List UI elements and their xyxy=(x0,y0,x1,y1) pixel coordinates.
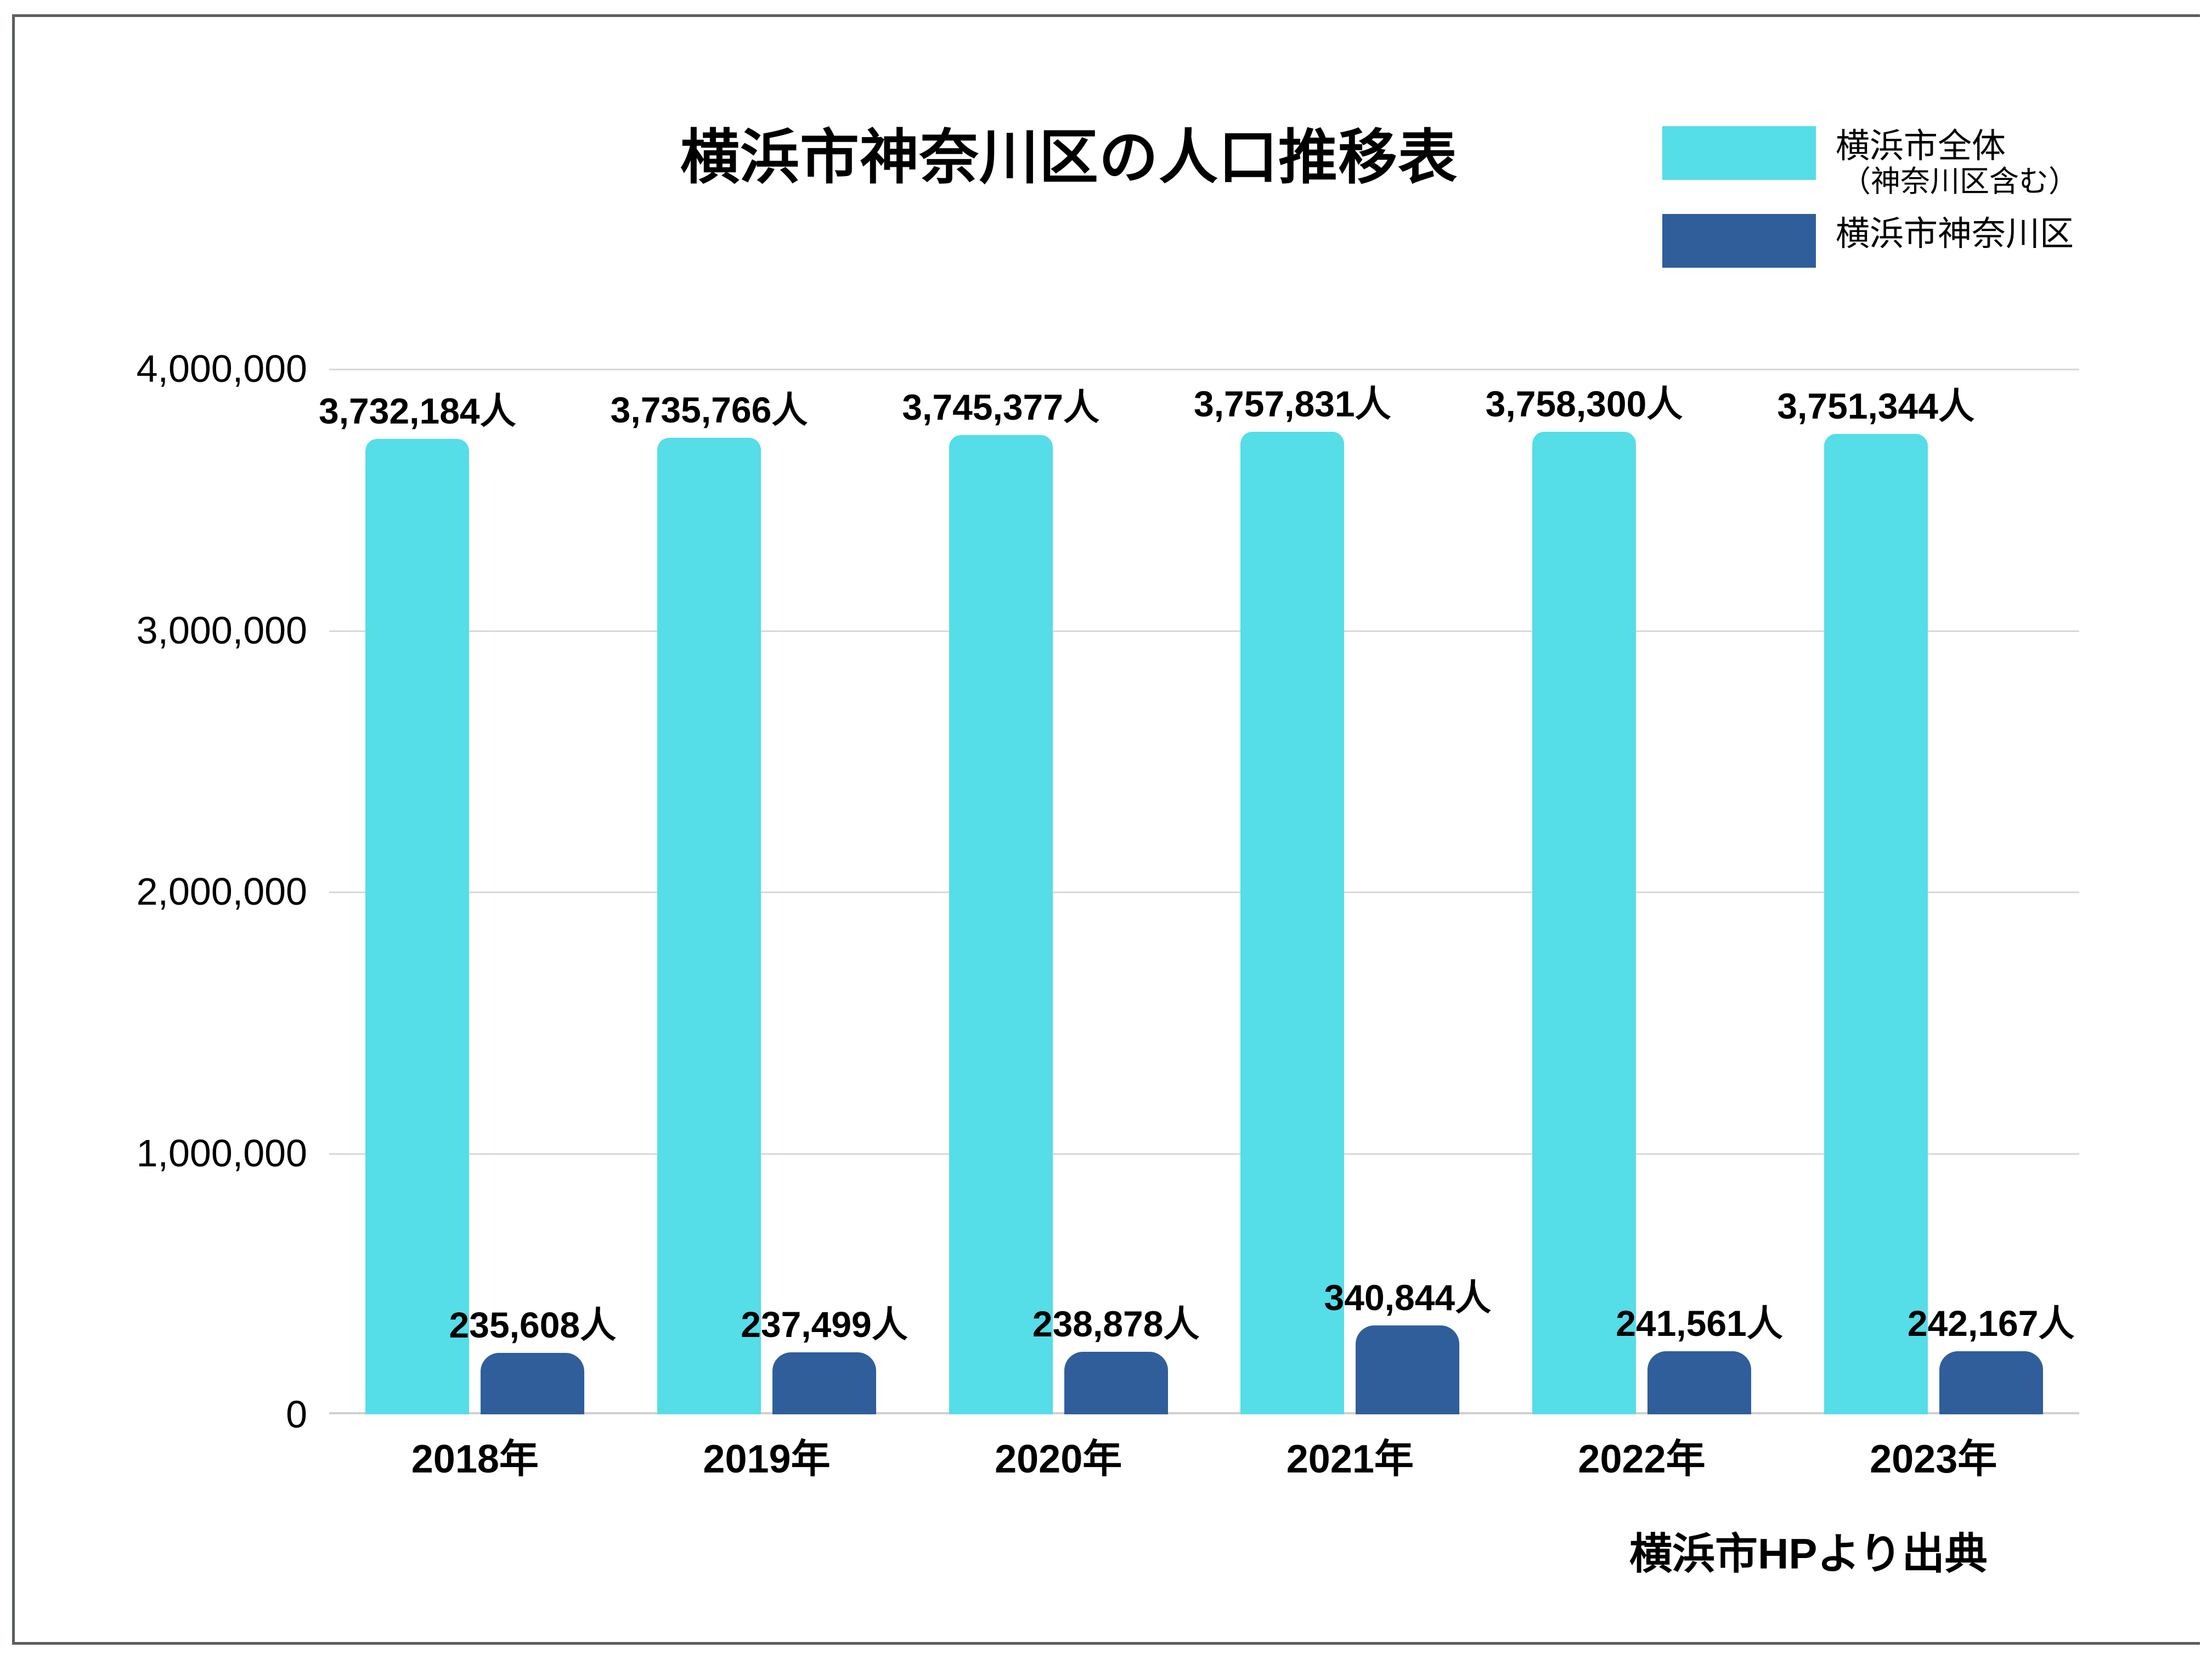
bar-total-2020年[interactable] xyxy=(949,435,1053,1414)
x-axis-tick-label: 2021年 xyxy=(1286,1437,1414,1481)
x-axis-tick-label: 2019年 xyxy=(703,1437,831,1481)
bar-value-label-total-2020年: 3,745,377人 xyxy=(902,387,1099,428)
x-axis-baseline xyxy=(329,1412,2079,1414)
gridline xyxy=(329,369,2079,370)
y-axis-tick-label: 2,000,000 xyxy=(136,870,307,913)
bar-value-label-total-2019年: 3,735,766人 xyxy=(610,389,808,430)
bar-value-label-ward-2020年: 238,878人 xyxy=(1032,1304,1200,1345)
legend-label-total-main: 横浜市全体 xyxy=(1836,127,2006,165)
y-axis-tick-label: 4,000,000 xyxy=(136,347,307,390)
y-axis-tick-label: 3,000,000 xyxy=(136,608,307,652)
bar-value-label-ward-2018年: 235,608人 xyxy=(449,1304,617,1345)
legend-label-ward: 横浜市神奈川区 xyxy=(1836,214,2074,253)
bar-value-label-total-2021年: 3,757,831人 xyxy=(1194,383,1391,425)
legend-swatch-ward xyxy=(1662,213,1816,268)
bar-total-2023年[interactable] xyxy=(1824,433,1928,1414)
x-axis: 2018年 2019年 2020年 2021年 2022年 2023年 xyxy=(329,1426,2079,1492)
bar-value-label-ward-2023年: 242,167人 xyxy=(1907,1302,2075,1344)
bar-value-label-total-2023年: 3,751,344人 xyxy=(1777,385,1974,426)
bar-ward-2022年[interactable] xyxy=(1647,1351,1751,1414)
source-note: 横浜市HPより出典 xyxy=(1629,1530,1988,1578)
page-title: 横浜市神奈川区の人口推移表 xyxy=(680,124,1458,190)
gridline xyxy=(329,630,2079,632)
legend-label-total-sub: （神奈川区含む） xyxy=(1841,165,2078,199)
x-axis-tick-label: 2018年 xyxy=(411,1437,539,1481)
bar-ward-2023年[interactable] xyxy=(1939,1351,2043,1414)
bar-ward-2019年[interactable] xyxy=(772,1352,876,1414)
bar-value-label-ward-2021年: 340,844人 xyxy=(1324,1277,1492,1318)
bar-value-label-total-2022年: 3,758,300人 xyxy=(1485,383,1683,425)
x-axis-tick-label: 2023年 xyxy=(1870,1437,1997,1481)
bar-total-2022年[interactable] xyxy=(1532,432,1636,1414)
bar-value-label-ward-2022年: 241,561人 xyxy=(1616,1302,1783,1344)
legend-label-total: 横浜市全体 （神奈川区含む） xyxy=(1836,126,2078,199)
bar-ward-2018年[interactable] xyxy=(481,1352,585,1414)
y-axis-tick-label: 1,000,000 xyxy=(136,1131,307,1175)
plot-area: 3,732,184人 235,608人 3,735,766人 237,499人 3,74… xyxy=(319,369,2079,1414)
bar-value-label-total-2018年: 3,732,184人 xyxy=(319,390,516,431)
bar-ward-2021年[interactable] xyxy=(1356,1325,1460,1414)
legend-label-ward-main: 横浜市神奈川区 xyxy=(1836,215,2074,253)
gridline xyxy=(329,1153,2079,1155)
y-axis-tick-label: 0 xyxy=(286,1393,307,1436)
x-axis-tick-label: 2020年 xyxy=(995,1437,1122,1481)
bar-total-2018年[interactable] xyxy=(365,438,470,1414)
chart-legend: 横浜市全体 （神奈川区含む） 横浜市神奈川区 xyxy=(1662,126,2156,283)
bar-total-2021年[interactable] xyxy=(1240,432,1345,1414)
bar-total-2019年[interactable] xyxy=(657,437,761,1414)
bar-value-label-ward-2019年: 237,499人 xyxy=(741,1304,908,1345)
legend-item-total[interactable]: 横浜市全体 （神奈川区含む） xyxy=(1662,126,2156,199)
legend-swatch-total xyxy=(1662,126,1816,180)
legend-item-ward[interactable]: 横浜市神奈川区 xyxy=(1662,213,2156,268)
x-axis-tick-label: 2022年 xyxy=(1578,1437,1706,1481)
y-axis: 0 1,000,000 2,000,000 3,000,000 4,000,000 xyxy=(0,347,318,1436)
bar-ward-2020年[interactable] xyxy=(1064,1352,1168,1414)
gridline xyxy=(329,891,2079,893)
